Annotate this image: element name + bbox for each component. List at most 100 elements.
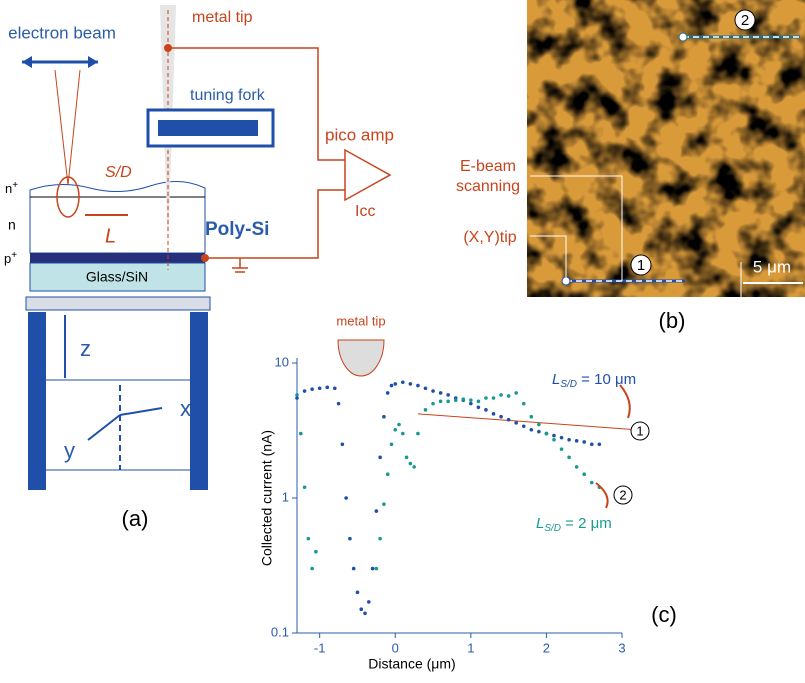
- point: [522, 402, 526, 406]
- point: [537, 430, 541, 434]
- panel-label: (b): [659, 308, 686, 333]
- point: [530, 428, 534, 432]
- point: [446, 400, 450, 404]
- point: [397, 423, 401, 427]
- point: [333, 386, 337, 390]
- point: [416, 384, 420, 388]
- x-tick-label: 0: [392, 640, 399, 655]
- point: [356, 591, 360, 595]
- y-arrow: [88, 415, 120, 440]
- point: [393, 428, 397, 432]
- point: [567, 438, 571, 442]
- label: (X,Y)tip: [463, 229, 516, 246]
- point: [337, 402, 341, 406]
- label: p: [4, 251, 11, 266]
- label: n+: [5, 180, 18, 197]
- point: [431, 389, 435, 393]
- point: [522, 424, 526, 428]
- poly-si-layer: [30, 181, 205, 253]
- p-layer: [30, 253, 205, 263]
- label: Glass/SiN: [86, 269, 148, 285]
- point: [401, 380, 405, 384]
- point: [567, 456, 571, 460]
- point: [307, 537, 311, 541]
- y-tick-label: 0.1: [271, 624, 289, 639]
- label: S/D: [105, 164, 132, 181]
- label-rest: = 2 μm: [561, 515, 612, 532]
- point: [484, 408, 488, 412]
- point: [341, 442, 345, 446]
- point: [416, 432, 420, 436]
- point: [507, 418, 511, 422]
- point: [424, 408, 428, 412]
- point: [367, 600, 371, 604]
- point: [378, 537, 382, 541]
- amplifier: [345, 150, 390, 200]
- point: [382, 502, 386, 506]
- point: [310, 387, 314, 391]
- series-label: LS/D = 2 μm: [536, 515, 612, 534]
- x-tick-label: 1: [467, 640, 474, 655]
- label: n: [8, 217, 16, 233]
- annotation: metal tip: [336, 313, 385, 328]
- point: [477, 405, 481, 409]
- point: [299, 432, 303, 436]
- label-rest: = 10 μm: [577, 371, 636, 388]
- point: [371, 567, 375, 571]
- point: [295, 393, 299, 397]
- point: [390, 384, 394, 388]
- label-sub: S/D: [560, 379, 577, 390]
- point: [386, 391, 390, 395]
- label: Poly-Si: [205, 219, 269, 240]
- point: [454, 398, 458, 402]
- point: [310, 567, 314, 571]
- point: [492, 412, 496, 416]
- label: electron beam: [8, 23, 116, 42]
- x-tick-label: 3: [618, 640, 625, 655]
- label: Icc: [355, 203, 375, 220]
- point: [514, 421, 518, 425]
- point: [318, 386, 322, 390]
- point: [401, 432, 405, 436]
- series-label: LS/D = 10 μm: [552, 371, 636, 390]
- callout: [620, 385, 630, 418]
- label-sub: S/D: [544, 523, 561, 534]
- point: [560, 447, 564, 451]
- point: [499, 393, 503, 397]
- stage-leg: [28, 312, 46, 490]
- marker-label: 2: [619, 487, 626, 502]
- point: [545, 432, 549, 436]
- point: [412, 465, 416, 469]
- point: [375, 509, 379, 513]
- contact: [201, 254, 209, 262]
- point: [582, 440, 586, 444]
- label: n: [5, 181, 12, 196]
- label: x: [180, 396, 191, 421]
- trend-line: [418, 414, 640, 430]
- marker-label: 1: [637, 257, 645, 274]
- point: [492, 396, 496, 400]
- label: scanning: [456, 178, 520, 195]
- tip-sketch: [338, 340, 384, 376]
- point: [575, 465, 579, 469]
- label: L: [105, 225, 116, 247]
- point: [424, 386, 428, 390]
- point: [590, 481, 594, 485]
- point: [439, 391, 443, 395]
- point: [344, 496, 348, 500]
- stage-top: [26, 297, 210, 310]
- point: [552, 434, 556, 438]
- point: [469, 402, 473, 406]
- x-tick-label: -1: [314, 640, 326, 655]
- point: [499, 415, 503, 419]
- point: [359, 607, 363, 611]
- point: [314, 550, 318, 554]
- point: [439, 400, 443, 404]
- point: [303, 486, 307, 490]
- beam-cone: [55, 70, 80, 185]
- point: [461, 397, 465, 401]
- label-main: L: [536, 515, 544, 532]
- point: [409, 382, 413, 386]
- point: [530, 415, 534, 419]
- point: [363, 611, 367, 615]
